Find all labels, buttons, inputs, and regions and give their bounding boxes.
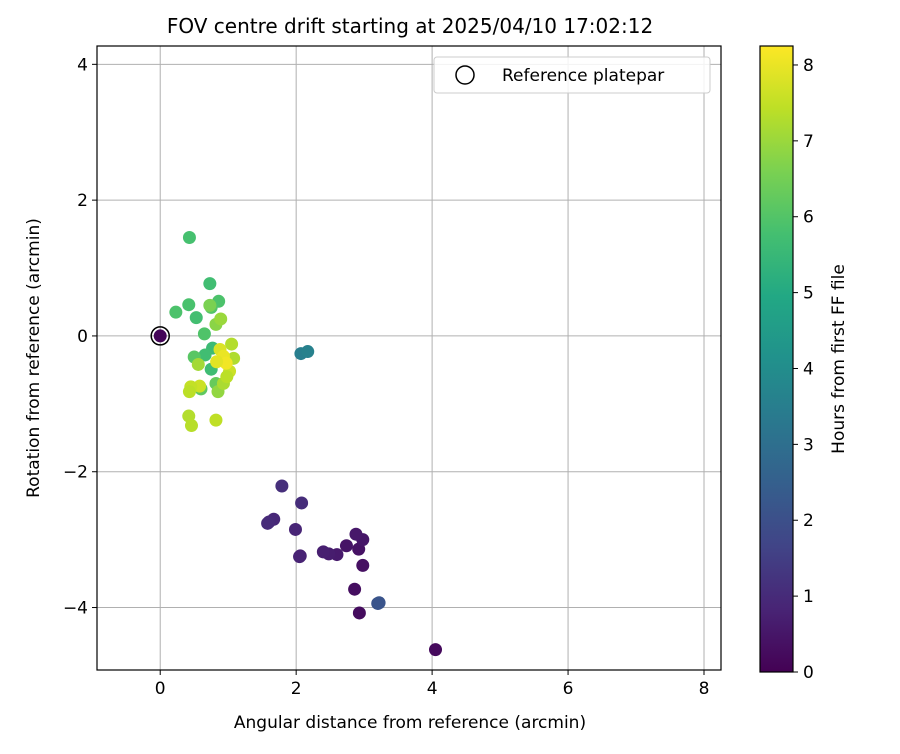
legend-label: Reference platepar [502, 66, 664, 86]
data-point [429, 643, 443, 657]
data-point [203, 298, 217, 312]
data-point [275, 479, 289, 493]
colorbar-ticks: 0 1 2 3 4 5 6 7 8 [793, 56, 814, 683]
reference-marker-layer [150, 326, 170, 346]
data-point [356, 558, 370, 572]
data-point [189, 311, 203, 325]
colorbar-tick-label: 7 [803, 132, 814, 152]
colorbar: 0 1 2 3 4 5 6 7 8 Hours from first FF file [759, 45, 849, 683]
x-tick-label: 0 [155, 679, 166, 699]
x-tick-label: 4 [427, 679, 438, 699]
data-point [197, 327, 211, 341]
data-point [219, 356, 233, 370]
colorbar-tick-label: 0 [803, 663, 814, 683]
colorbar-label: Hours from first FF file [829, 264, 849, 454]
data-point [184, 419, 198, 433]
scatter-points [153, 230, 443, 657]
data-point [209, 413, 223, 427]
data-point [288, 522, 302, 536]
data-point [210, 355, 224, 369]
data-point [182, 385, 196, 399]
legend-reference-marker [455, 65, 475, 85]
y-tick-label: 4 [77, 55, 88, 75]
reference-platepar-marker [150, 326, 170, 346]
data-point [372, 596, 386, 610]
colorbar-tick-label: 4 [803, 359, 814, 379]
colorbar-frame [759, 45, 794, 673]
data-point [191, 357, 205, 371]
plot-frame [96, 45, 722, 671]
data-point [301, 345, 315, 359]
data-point [295, 496, 309, 510]
legend: Reference platepar [433, 56, 711, 94]
x-tick-label: 8 [699, 679, 710, 699]
y-tick-label: −2 [63, 463, 88, 483]
data-point [169, 305, 183, 319]
data-point [182, 298, 196, 312]
colorbar-tick-label: 6 [803, 208, 814, 228]
plot-area: 0 2 4 6 8 −4 −2 0 2 4 [63, 45, 722, 699]
colorbar-tick-label: 5 [803, 284, 814, 304]
colorbar-tick-label: 2 [803, 511, 814, 531]
y-tick-label: 0 [77, 327, 88, 347]
data-point [220, 370, 234, 384]
data-point [225, 337, 239, 351]
colorbar-tick-label: 1 [803, 587, 814, 607]
colorbar-tick-label: 3 [803, 435, 814, 455]
colorbar-tick-label: 8 [803, 56, 814, 76]
y-tick-label: −4 [63, 599, 88, 619]
data-point [348, 582, 362, 596]
data-point [203, 277, 217, 291]
x-axis-label: Angular distance from reference (arcmin) [234, 713, 586, 733]
chart-title: FOV centre drift starting at 2025/04/10 … [167, 14, 653, 38]
data-point [261, 516, 275, 530]
data-point [182, 230, 196, 244]
colorbar-gradient [760, 46, 793, 672]
y-tick-label: 2 [77, 191, 88, 211]
data-point [349, 527, 363, 541]
data-point [339, 539, 353, 553]
y-axis-label: Rotation from reference (arcmin) [24, 218, 44, 498]
data-point [153, 329, 167, 343]
x-tick-label: 6 [563, 679, 574, 699]
data-point [214, 312, 228, 326]
legend-box [433, 56, 711, 94]
data-point [198, 348, 212, 362]
data-point [293, 550, 307, 564]
axis-ticks: 0 2 4 6 8 −4 −2 0 2 4 [63, 55, 709, 699]
x-tick-label: 2 [291, 679, 302, 699]
data-point [316, 545, 330, 559]
data-point [352, 606, 366, 620]
